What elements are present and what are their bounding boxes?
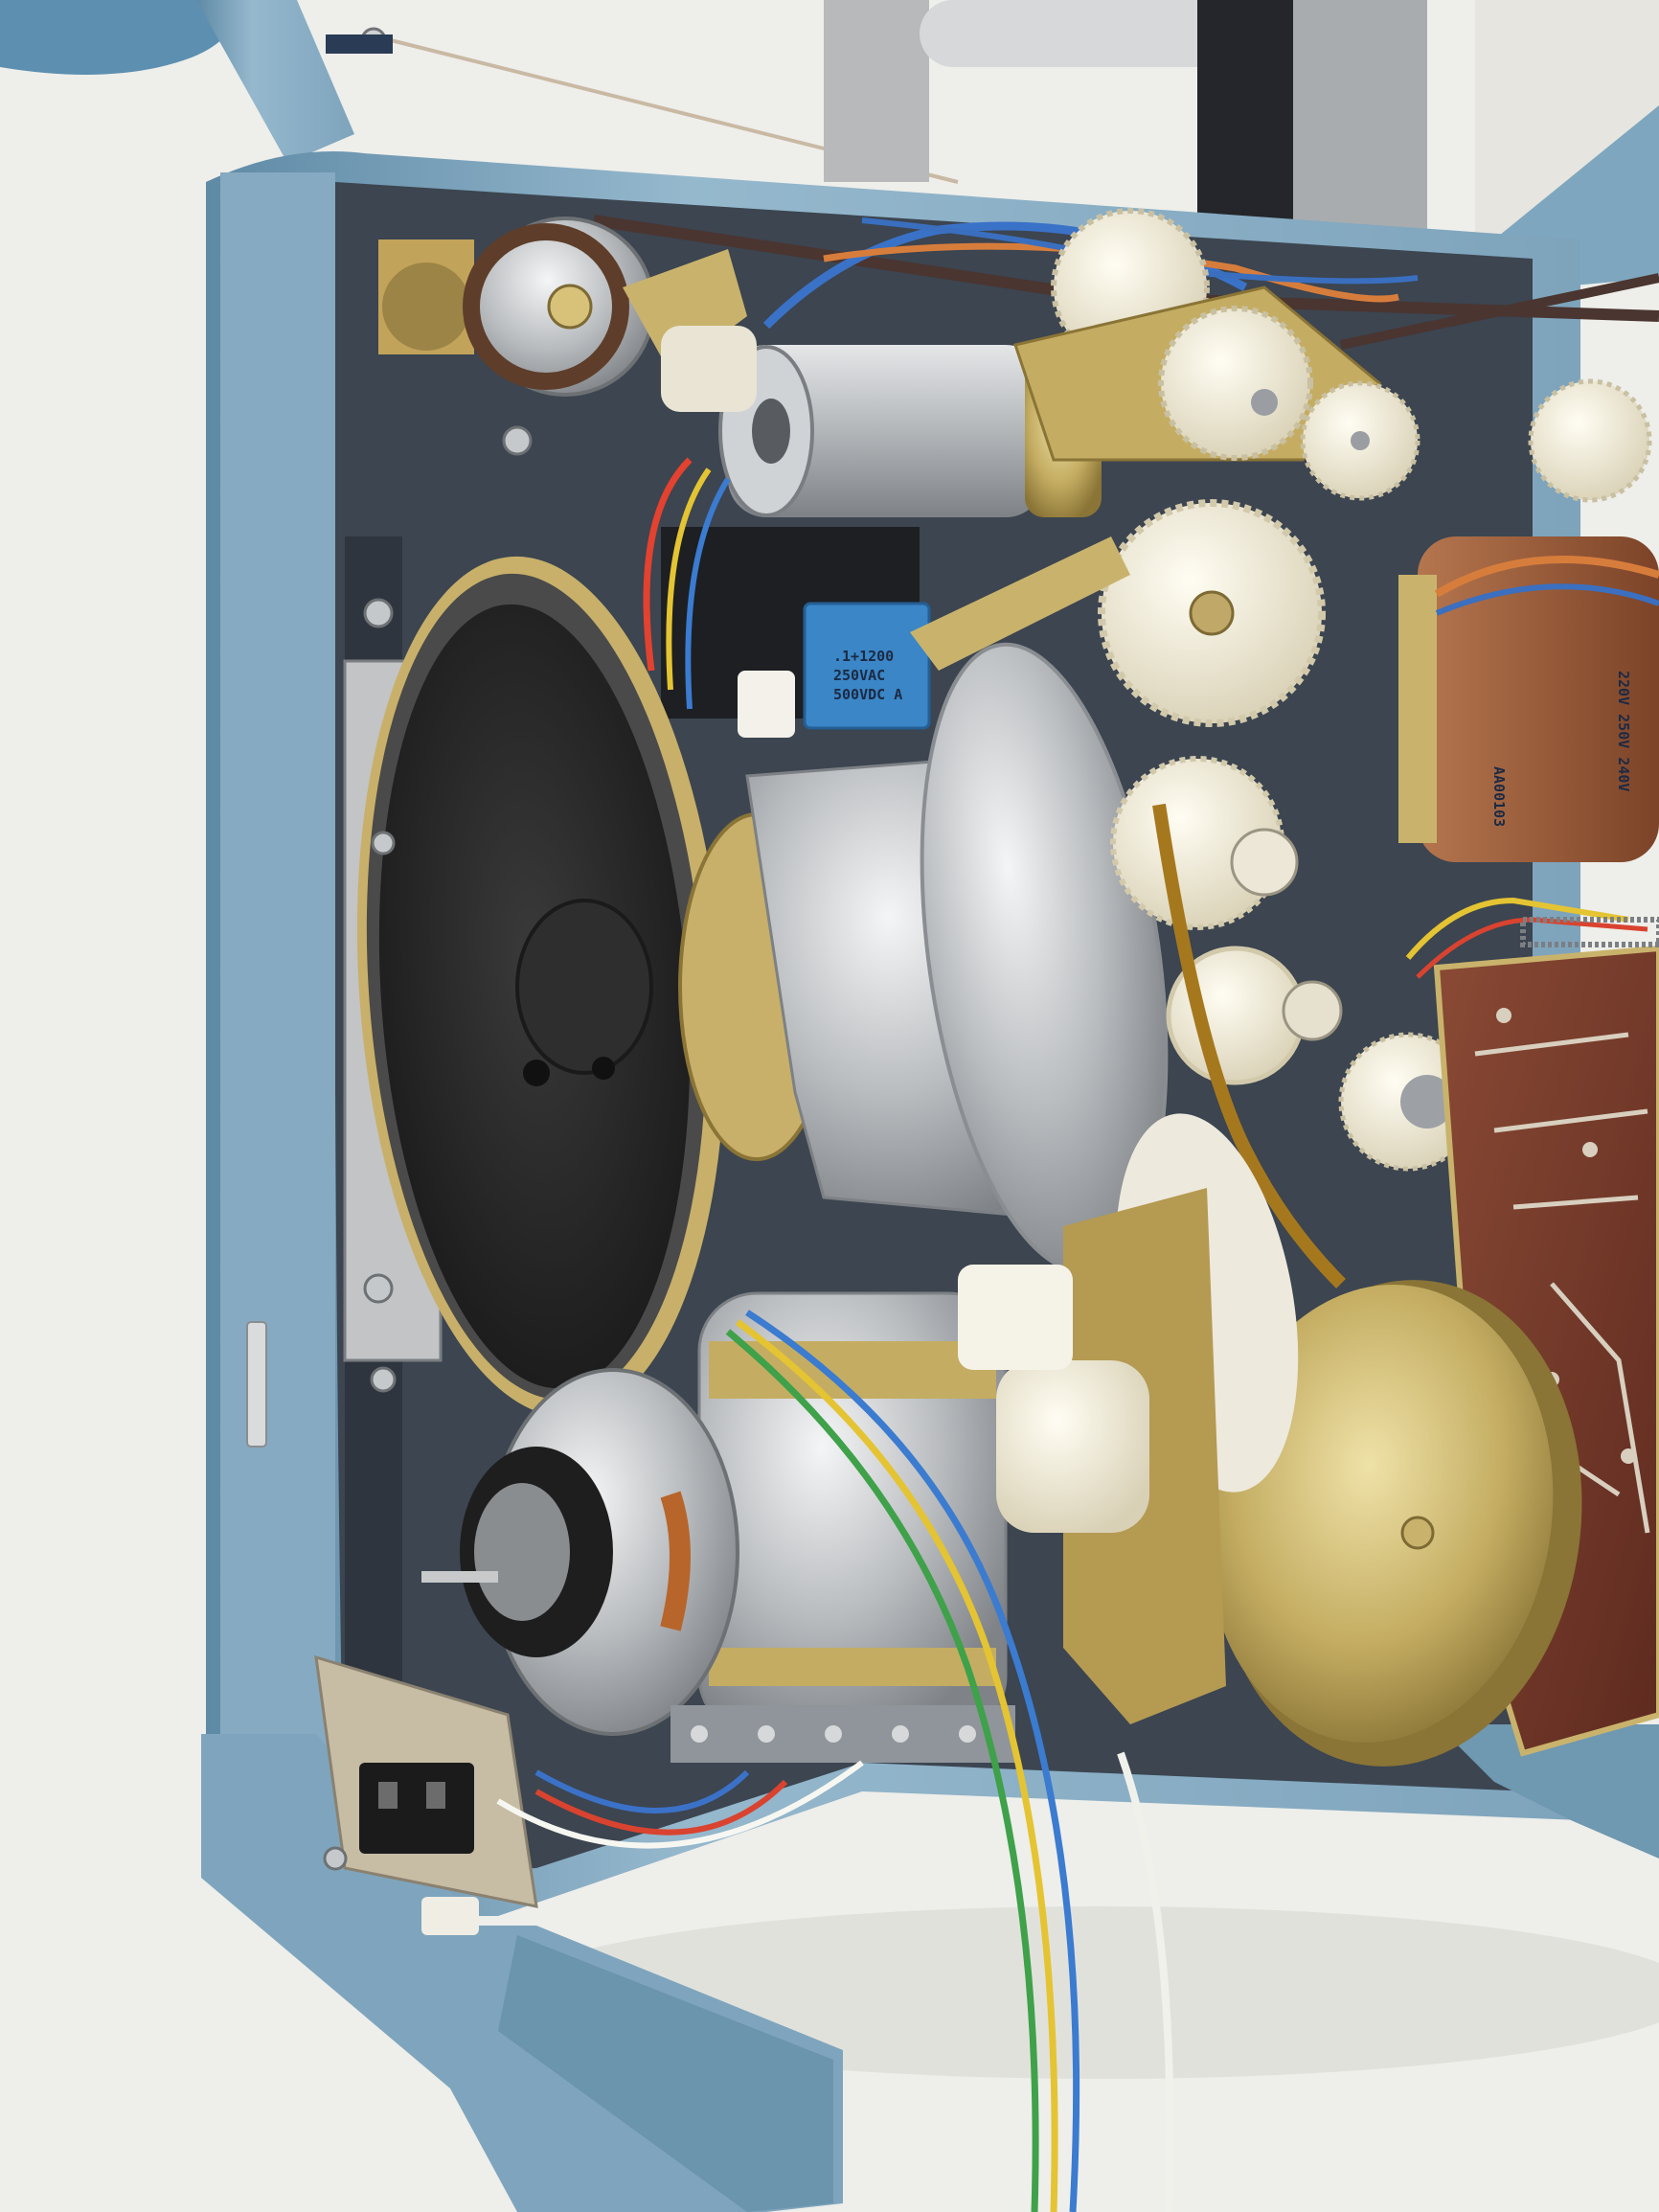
brass-bracket-top (623, 249, 747, 374)
speaker-screw-bottom (363, 1273, 394, 1304)
capacitor-label-line3: 500VDC A (833, 686, 902, 703)
pulley-nut (547, 284, 593, 330)
transformer: AA00103 220V 250V 240V (1398, 536, 1659, 862)
timing-belt-right (1339, 273, 1659, 350)
power-inlet (314, 1654, 538, 1908)
wire-yellow (666, 467, 712, 691)
drive-belt (1152, 803, 1346, 1288)
harness-wire-lower-blue (534, 1769, 750, 1813)
speaker-terminal-b (592, 1057, 615, 1080)
reel-arm-upright (196, 0, 354, 163)
speaker-terminal-a (523, 1060, 550, 1086)
inlet-latch (421, 1897, 479, 1935)
harness-wire-green (725, 1329, 1039, 2212)
pulley-hub (382, 262, 470, 351)
gear-mid-b-hub (1282, 980, 1343, 1041)
upper-arm-bracket (824, 0, 929, 182)
large-gear-hub (1189, 590, 1235, 636)
harness-wire-blue (745, 1310, 1080, 2212)
top-clip (326, 34, 393, 54)
foot-shadow (498, 1935, 833, 2212)
harness-wire-lower-red (534, 1779, 788, 1836)
pcb-wires (1405, 897, 1629, 960)
white-connector (738, 671, 795, 738)
capacitor-clamp (661, 326, 757, 412)
capacitor-label-line2: 250VAC (833, 667, 885, 684)
rear-column-plate (1293, 0, 1427, 259)
transformer-code: AA00103 (1490, 766, 1508, 827)
terminal-screws (691, 1725, 976, 1743)
chassis-side-rail (220, 172, 335, 1801)
spring (1520, 917, 1659, 947)
harness-wire-yellow (735, 1319, 1058, 2212)
loudspeaker (343, 556, 726, 1418)
brass-lever (910, 536, 1130, 671)
gear-right-edge (1528, 378, 1652, 503)
side-hinge (246, 1321, 267, 1448)
coupler-white-block (958, 1265, 1073, 1370)
nylon-coupler (996, 1360, 1149, 1533)
harness-wire-white-long (1117, 1751, 1174, 2212)
gear-mid-a-hub (1230, 828, 1299, 897)
right-foot (1437, 1724, 1659, 1859)
chassis-screws (323, 425, 533, 1871)
speaker-dust-cap (515, 899, 653, 1075)
electric-motor (421, 1291, 1008, 1736)
film-capacitor: .1+1200 250VAC 500VDC A (803, 602, 931, 730)
gear-top-c-screw (1351, 431, 1370, 450)
transformer-voltages: 220V 250V 240V (1615, 671, 1632, 791)
terminal-strip (670, 1705, 1015, 1763)
gear-top-b (1158, 306, 1313, 461)
gear-top-b-screw (1251, 389, 1278, 416)
pcb-wire-red (1416, 917, 1648, 979)
pulley-brown-rim (463, 223, 629, 390)
harness-wire-lower-white (496, 1760, 864, 1849)
reel-arm-left (0, 0, 239, 75)
gear-right-lower-hub (1400, 1075, 1454, 1129)
capacitor-label-line1: .1+1200 (833, 648, 894, 665)
wire-red (643, 457, 693, 672)
wire-blue-mid (685, 477, 731, 710)
speaker-screw-top (363, 598, 394, 628)
